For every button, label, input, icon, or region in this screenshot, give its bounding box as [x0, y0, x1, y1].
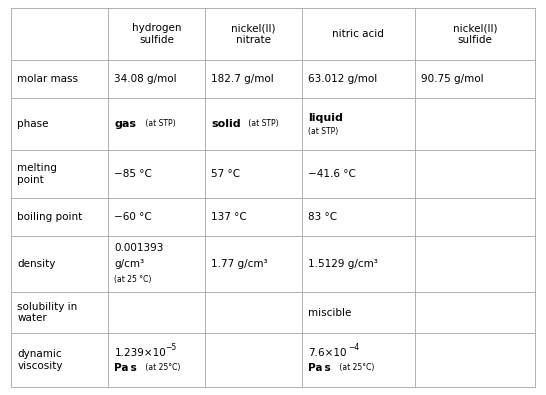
Text: 57 °C: 57 °C — [211, 169, 241, 179]
Text: hydrogen
sulfide: hydrogen sulfide — [132, 23, 181, 45]
Text: 137 °C: 137 °C — [211, 212, 247, 222]
Text: 1.5129 g/cm³: 1.5129 g/cm³ — [308, 259, 378, 269]
Text: g/cm³: g/cm³ — [115, 259, 145, 269]
Text: solubility in
water: solubility in water — [17, 302, 78, 324]
Text: nitric acid: nitric acid — [332, 29, 384, 39]
Text: (at STP): (at STP) — [308, 127, 339, 136]
Text: −85 °C: −85 °C — [115, 169, 152, 179]
Text: 1.239×10: 1.239×10 — [115, 348, 166, 357]
Text: molar mass: molar mass — [17, 74, 79, 84]
Text: (at STP): (at STP) — [246, 119, 278, 128]
Text: 90.75 g/mol: 90.75 g/mol — [421, 74, 484, 84]
Text: solid: solid — [211, 119, 241, 129]
Text: 63.012 g/mol: 63.012 g/mol — [308, 74, 378, 84]
Text: boiling point: boiling point — [17, 212, 83, 222]
Text: nickel(II)
sulfide: nickel(II) sulfide — [453, 23, 497, 45]
Text: 1.77 g/cm³: 1.77 g/cm³ — [211, 259, 268, 269]
Text: gas: gas — [115, 119, 136, 129]
Text: 0.001393: 0.001393 — [115, 243, 164, 254]
Text: Pa s: Pa s — [308, 363, 331, 373]
Text: liquid: liquid — [308, 113, 343, 123]
Text: −60 °C: −60 °C — [115, 212, 152, 222]
Text: 34.08 g/mol: 34.08 g/mol — [115, 74, 177, 84]
Text: 7.6×10: 7.6×10 — [308, 348, 347, 357]
Text: 182.7 g/mol: 182.7 g/mol — [211, 74, 274, 84]
Text: phase: phase — [17, 119, 49, 129]
Text: 83 °C: 83 °C — [308, 212, 337, 222]
Text: Pa s: Pa s — [115, 363, 137, 373]
Text: dynamic
viscosity: dynamic viscosity — [17, 349, 63, 371]
Text: −5: −5 — [165, 343, 176, 352]
Text: −4: −4 — [348, 343, 359, 352]
Text: −41.6 °C: −41.6 °C — [308, 169, 356, 179]
Text: melting
point: melting point — [17, 164, 57, 185]
Text: nickel(II)
nitrate: nickel(II) nitrate — [231, 23, 276, 45]
Text: (at 25°C): (at 25°C) — [144, 363, 181, 372]
Text: density: density — [17, 259, 56, 269]
Text: (at 25°C): (at 25°C) — [337, 363, 375, 372]
Text: (at 25 °C): (at 25 °C) — [115, 275, 152, 284]
Text: (at STP): (at STP) — [143, 119, 175, 128]
Text: miscible: miscible — [308, 308, 352, 318]
